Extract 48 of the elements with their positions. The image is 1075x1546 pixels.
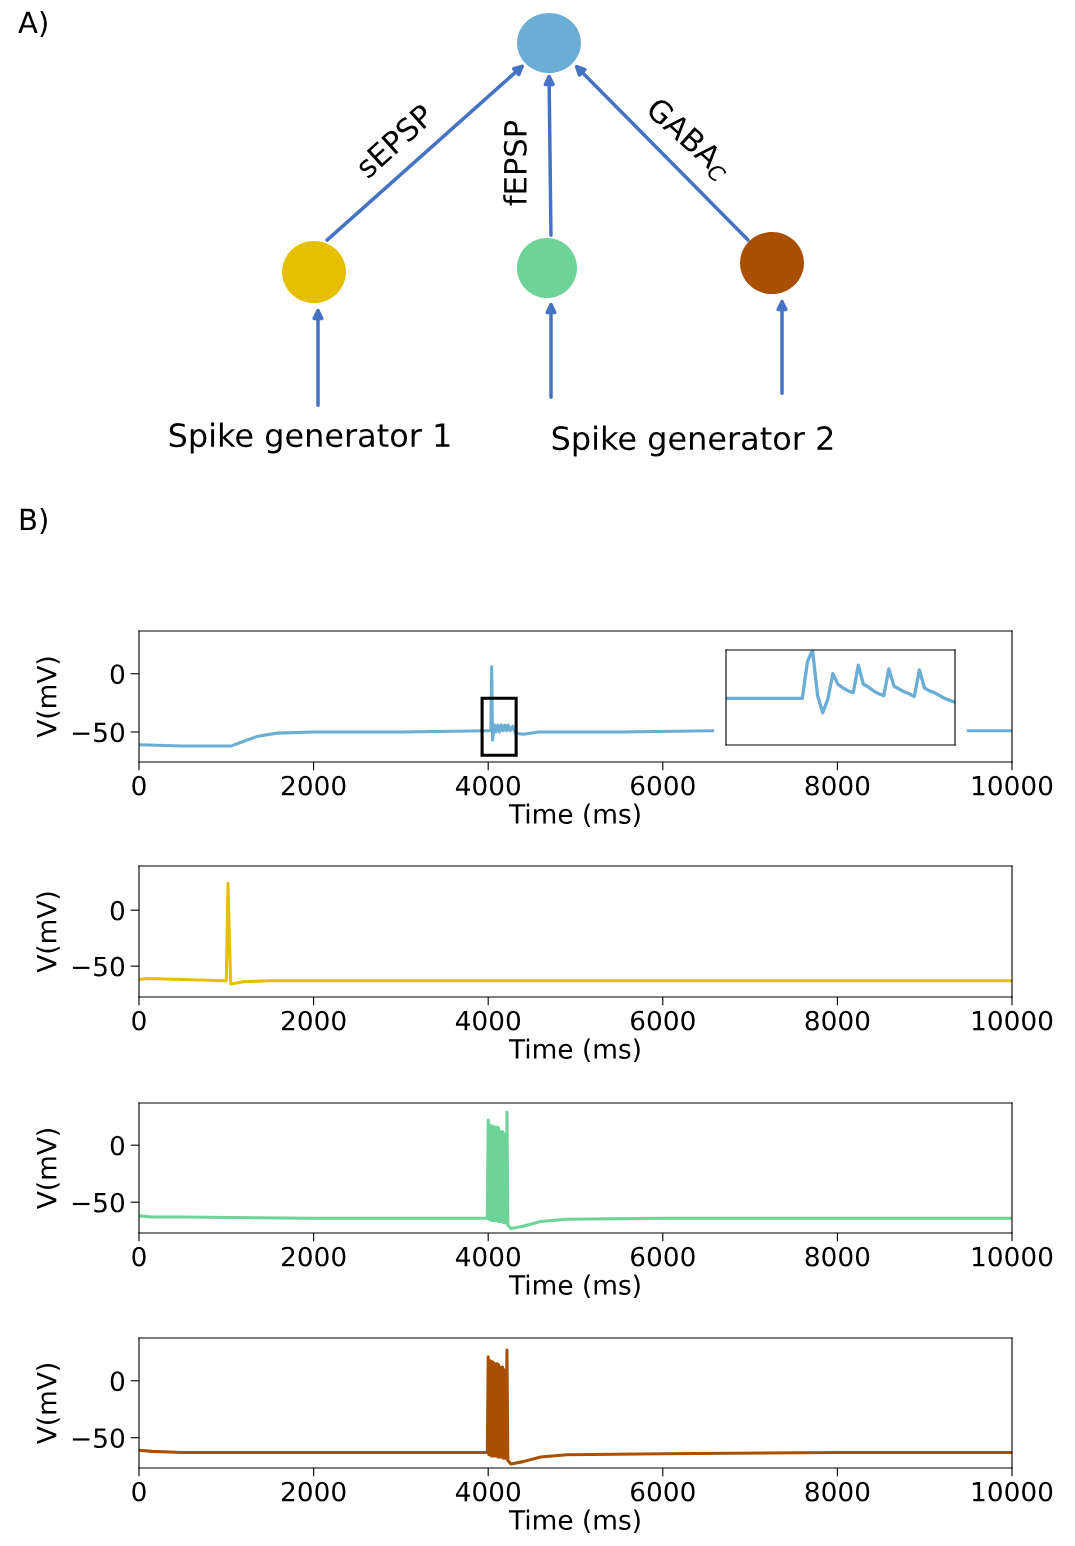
line-series bbox=[139, 1110, 1012, 1230]
x-tick-label: 8000 bbox=[805, 1246, 870, 1267]
y-tick-label: 0 bbox=[110, 664, 125, 685]
text: Spike generator 1 bbox=[169, 422, 450, 454]
x-tick-label: 6000 bbox=[631, 1246, 695, 1267]
x-tick-label: 4000 bbox=[455, 1246, 521, 1267]
x-tick-label: 4000 bbox=[455, 1481, 521, 1502]
x-tick-label: 2000 bbox=[281, 1010, 346, 1031]
x-tick-label: 0 bbox=[132, 1246, 146, 1267]
y-tick-label: −50 bbox=[72, 722, 125, 743]
x-tick-label: 10000 bbox=[972, 775, 1053, 796]
x-axis-title: Time (ms) bbox=[508, 1038, 640, 1063]
x-axis-title: Time (ms) bbox=[508, 1509, 640, 1534]
x-tick-label: 0 bbox=[132, 1010, 146, 1031]
x-tick-label: 4000 bbox=[455, 1010, 521, 1031]
y-tick-label: 0 bbox=[110, 900, 125, 921]
x-tick-label: 6000 bbox=[631, 1010, 695, 1031]
chart-title: B) bbox=[20, 507, 47, 534]
line-series bbox=[139, 881, 1012, 986]
y-tick-label: −50 bbox=[72, 1192, 125, 1213]
x-tick-label: 2000 bbox=[281, 775, 346, 796]
x-tick-label: 8000 bbox=[805, 1010, 870, 1031]
y-axis-title: V(mV) bbox=[36, 892, 60, 973]
x-axis-title: Time (ms) bbox=[508, 803, 640, 828]
x-tick-label: 6000 bbox=[631, 775, 695, 796]
x-tick-label: 8000 bbox=[805, 775, 870, 796]
text: Spike generator 2 bbox=[552, 425, 833, 457]
x-tick-label: 10000 bbox=[972, 1010, 1053, 1031]
x-tick-label: 10000 bbox=[972, 1481, 1053, 1502]
x-tick-label: 2000 bbox=[281, 1246, 346, 1267]
y-axis-title: V(mV) bbox=[36, 657, 60, 738]
y-tick-label: 0 bbox=[110, 1371, 125, 1392]
y-tick-label: −50 bbox=[72, 1428, 125, 1449]
x-tick-label: 2000 bbox=[281, 1481, 346, 1502]
x-axis-title: Time (ms) bbox=[508, 1274, 640, 1299]
text: fEPSP bbox=[503, 120, 527, 206]
text: GABA$_{C}$ bbox=[642, 96, 736, 184]
x-tick-label: 0 bbox=[132, 775, 146, 796]
y-tick-label: 0 bbox=[110, 1135, 125, 1156]
x-tick-label: 8000 bbox=[805, 1481, 870, 1502]
x-tick-label: 10000 bbox=[972, 1246, 1053, 1267]
x-tick-label: 4000 bbox=[455, 775, 521, 796]
y-axis-title: V(mV) bbox=[36, 1364, 60, 1444]
x-tick-label: 0 bbox=[132, 1481, 146, 1502]
y-axis-title: V(mV) bbox=[36, 1129, 60, 1209]
text: A) bbox=[18, 10, 47, 37]
x-tick-label: 6000 bbox=[631, 1481, 695, 1502]
y-tick-label: −50 bbox=[72, 956, 125, 977]
